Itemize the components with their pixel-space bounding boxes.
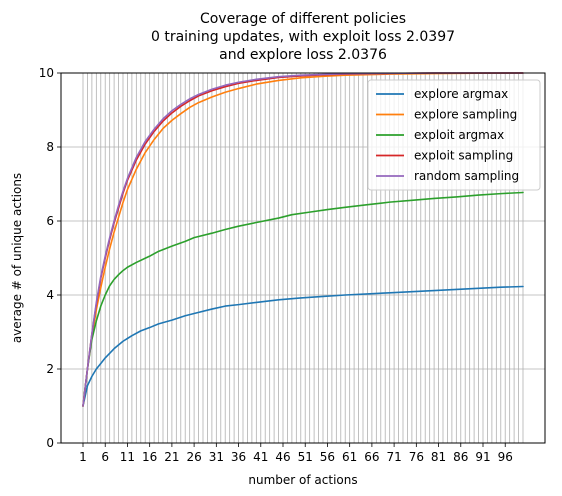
series-line-explore-argmax [82,285,524,407]
x-tick-label: 96 [498,450,513,464]
legend: explore argmax explore sampling exploit ar… [367,79,541,191]
x-tick-label: 26 [186,450,201,464]
x-tick-label: 1 [79,450,87,464]
y-tick-label: 0 [46,436,54,450]
legend-label: explore argmax [414,87,508,101]
y-tick-label: 4 [46,288,54,302]
x-tick-label: 56 [320,450,335,464]
y-tick-label: 8 [46,140,54,154]
x-tick-label: 51 [298,450,313,464]
legend-label: exploit sampling [414,149,513,163]
legend-box [367,79,541,191]
plot-frame [60,72,546,444]
grid-lines [61,72,545,444]
x-tick-label: 11 [120,450,135,464]
x-tick-label: 6 [101,450,109,464]
x-tick-label: 36 [231,450,246,464]
x-axis-ticks: 1 6 11 16 21 26 31 36 41 46 51 56 61 66 71 76 81 86 91 96 [79,443,513,464]
chart-title-line-3: and explore loss 2.0376 [219,47,387,63]
chart-title: Coverage of different policies 0 training… [151,11,455,63]
y-tick-label: 10 [39,66,54,80]
series-line-explore-sampling [82,72,524,407]
series-lines [82,72,524,407]
x-axis-label: number of actions [248,473,357,487]
legend-label: random sampling [414,169,519,183]
chart-title-line-1: Coverage of different policies [200,11,406,27]
legend-label: explore sampling [414,108,517,122]
x-tick-label: 61 [342,450,357,464]
legend-label: exploit argmax [414,128,504,142]
x-tick-label: 71 [386,450,401,464]
x-tick-label: 31 [209,450,224,464]
x-tick-label: 91 [475,450,490,464]
x-tick-label: 86 [453,450,468,464]
x-tick-label: 76 [409,450,424,464]
x-tick-label: 16 [142,450,157,464]
series-line-exploit-argmax [82,191,524,407]
chart-title-line-2: 0 training updates, with exploit loss 2.… [151,29,455,45]
x-tick-label: 21 [164,450,179,464]
x-tick-label: 41 [253,450,268,464]
series-line-random-sampling [82,72,524,407]
y-tick-label: 2 [46,362,54,376]
x-tick-label: 66 [364,450,379,464]
y-tick-label: 6 [46,214,54,228]
y-axis-label: average # of unique actions [10,173,24,343]
x-tick-label: 46 [275,450,290,464]
x-tick-label: 81 [431,450,446,464]
y-axis-ticks: 0 2 4 6 8 10 [39,66,61,450]
